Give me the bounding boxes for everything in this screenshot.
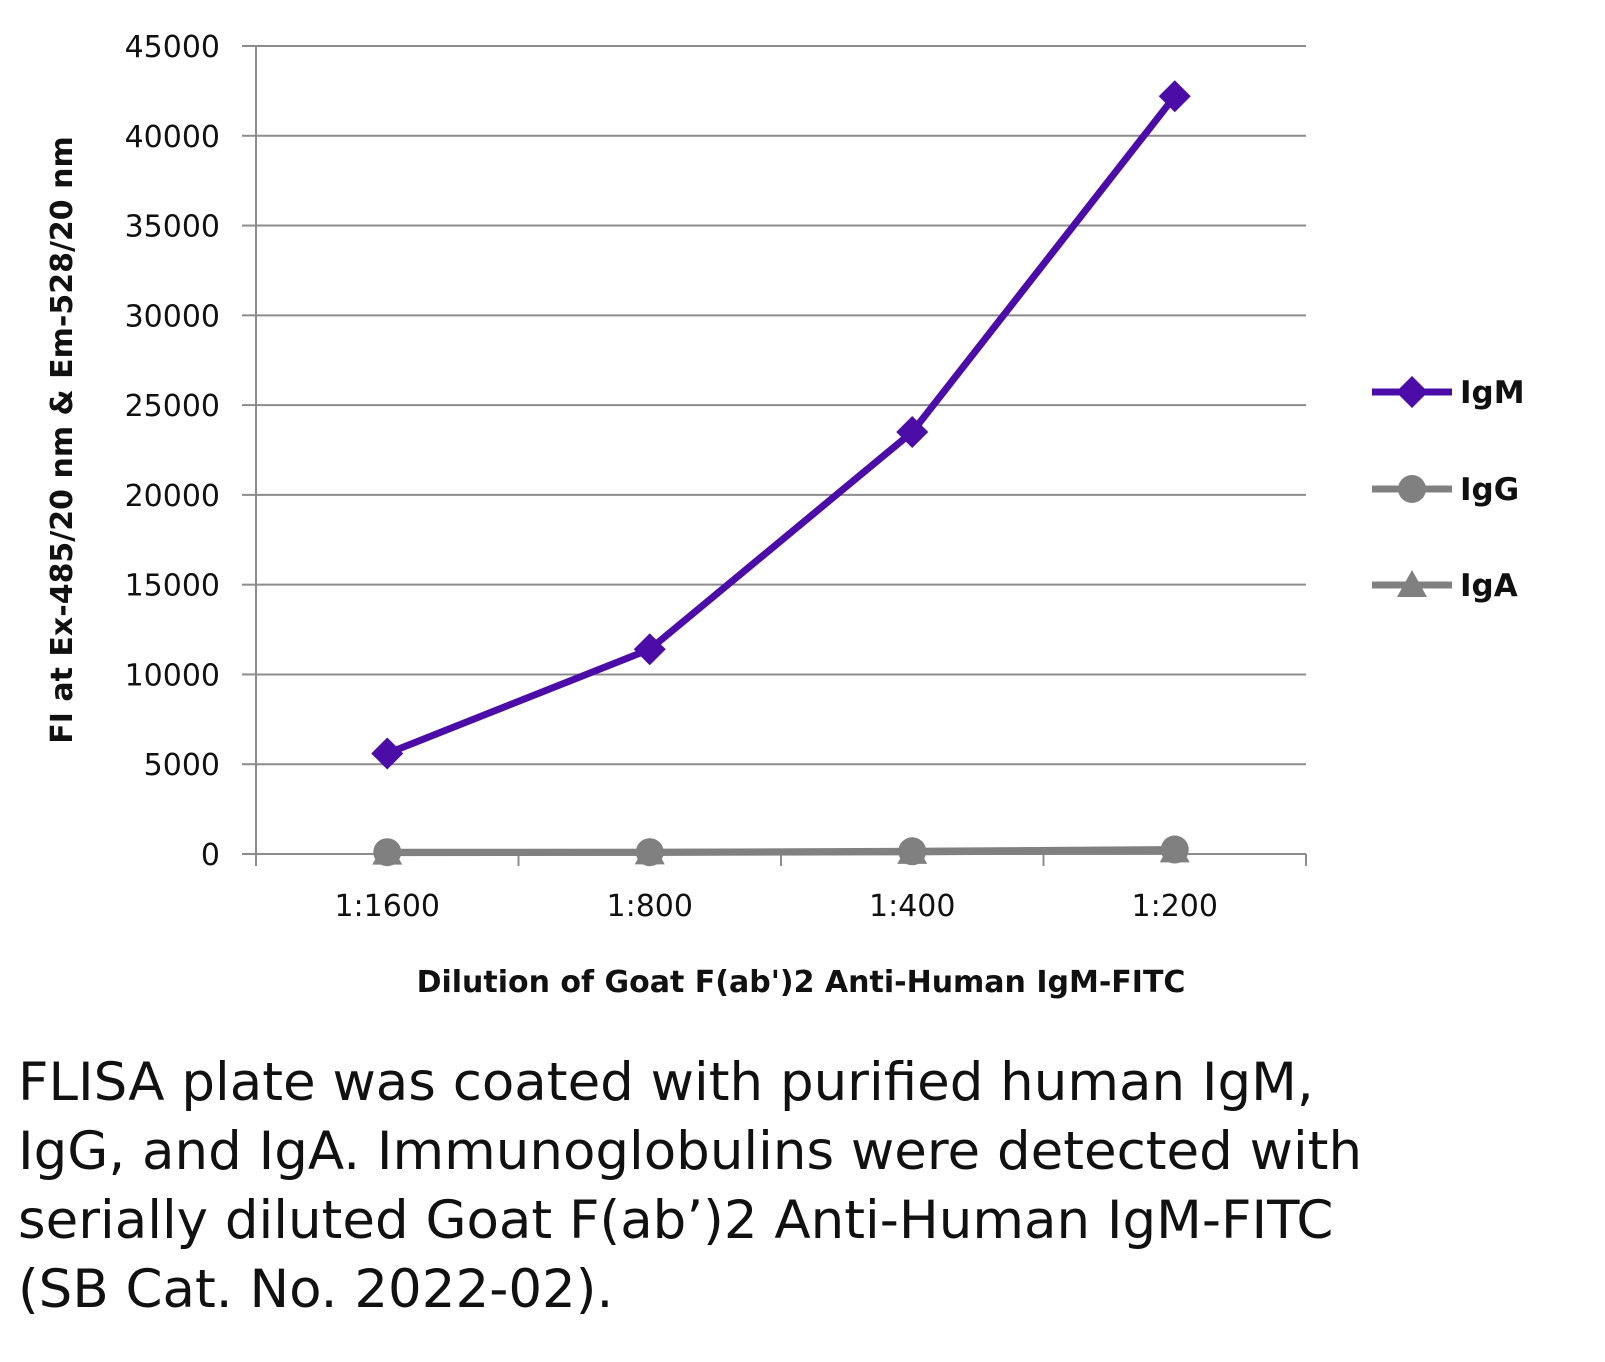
legend-marker-iga xyxy=(1397,570,1427,597)
data-point-igm xyxy=(371,737,404,770)
y-tick-label: 40000 xyxy=(125,120,220,155)
series-line-igm xyxy=(383,92,1179,757)
data-point-igm xyxy=(633,633,666,666)
legend-label-igg: IgG xyxy=(1460,472,1519,508)
legend-item-iga: IgA xyxy=(1372,568,1518,604)
series-igg xyxy=(373,835,1189,867)
legend-label-igm: IgM xyxy=(1460,375,1525,411)
data-point-igg xyxy=(635,838,664,867)
legend-label-iga: IgA xyxy=(1460,568,1518,604)
line-chart: 0 5000 10000 15000 20000 25000 30000 35000 40000… xyxy=(45,30,1525,1000)
series-igm xyxy=(371,80,1191,770)
y-tick-label: 30000 xyxy=(125,299,220,334)
y-tick-label: 10000 xyxy=(125,658,220,693)
y-tick-label: 35000 xyxy=(125,210,220,245)
legend-item-igm: IgM xyxy=(1372,375,1525,411)
x-axis-ticks: 1:1600 1:800 1:400 1:200 xyxy=(255,854,1307,924)
gridlines xyxy=(256,45,1306,766)
y-tick-label: 25000 xyxy=(125,389,220,424)
x-tick-label: 1:1600 xyxy=(334,889,440,924)
data-point-igm xyxy=(896,416,929,449)
y-tick-label: 20000 xyxy=(125,479,220,514)
series-line-igg xyxy=(383,846,1179,856)
data-point-igm xyxy=(1158,80,1191,113)
y-axis-title: FI at Ex-485/20 nm & Em-528/20 nm xyxy=(45,136,80,743)
y-tick-label: 15000 xyxy=(125,569,220,604)
x-tick-label: 1:400 xyxy=(869,889,955,924)
y-tick-label: 45000 xyxy=(125,30,220,65)
x-tick-label: 1:800 xyxy=(607,889,693,924)
legend-marker-igg xyxy=(1398,475,1426,503)
data-point-igg xyxy=(898,837,927,866)
data-point-igg xyxy=(373,838,402,867)
figure-caption: FLISA plate was coated with purified hum… xyxy=(18,1052,1363,1320)
x-tick-label: 1:200 xyxy=(1132,889,1218,924)
series-group xyxy=(371,80,1191,867)
data-point-igg xyxy=(1160,835,1189,864)
y-axis-ticks: 0 5000 10000 15000 20000 25000 30000 35000 40000… xyxy=(125,30,256,873)
legend-item-igg: IgG xyxy=(1372,472,1519,508)
legend-marker-igm xyxy=(1396,376,1428,408)
x-axis-title: Dilution of Goat F(ab')2 Anti-Human IgM-… xyxy=(417,965,1186,1000)
y-tick-label: 0 xyxy=(201,838,220,873)
y-tick-label: 5000 xyxy=(144,748,220,783)
legend: IgM IgG IgA xyxy=(1372,375,1525,604)
